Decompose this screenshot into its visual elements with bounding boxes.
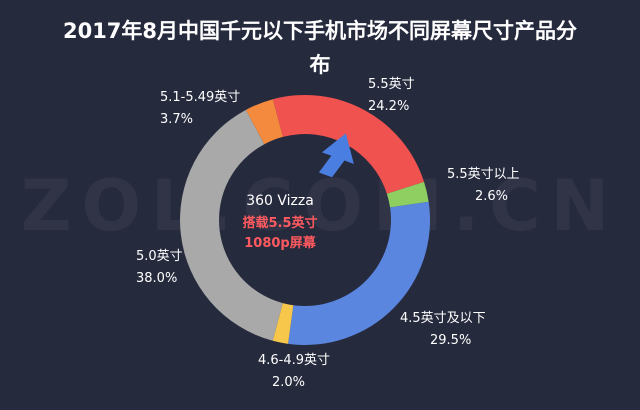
slice-label-4-5-below-name: 4.5英寸及以下 bbox=[400, 311, 486, 326]
slice-label-5-5-plus-name: 5.5英寸以上 bbox=[447, 167, 520, 182]
slice-label-4-6-4-9: 4.6-4.9英寸 2.0% bbox=[258, 350, 330, 394]
slice-label-4-5-below: 4.5英寸及以下 29.5% bbox=[400, 308, 486, 352]
slice-label-5-5-value: 24.2% bbox=[368, 99, 410, 114]
chart-title: 2017年8月中国千元以下手机市场不同屏幕尺寸产品分 布 bbox=[0, 14, 640, 82]
slice-label-4-5-below-value: 29.5% bbox=[430, 333, 472, 348]
donut-slice-1-5-5 bbox=[386, 181, 429, 208]
slice-label-5-5-name: 5.5英寸 bbox=[368, 77, 415, 92]
center-highlight-note: 搭载5.5英寸 1080p屏幕 bbox=[220, 214, 340, 254]
highlight-arrow bbox=[318, 133, 354, 178]
center-model-name: 360 Vizza bbox=[246, 193, 314, 209]
donut-slice-5-5-1-5-49 bbox=[245, 99, 283, 145]
center-note-line-1: 搭载5.5英寸 bbox=[242, 216, 318, 231]
slice-label-4-6-4-9-value: 2.0% bbox=[272, 375, 306, 390]
donut-slice-2-4-5 bbox=[288, 201, 430, 345]
donut-slice-3-4-6-4-9 bbox=[272, 303, 294, 344]
slice-label-5-5-plus-value: 2.6% bbox=[475, 189, 509, 204]
donut-slice-4-5-0 bbox=[180, 109, 283, 341]
slice-label-5-1-5-49-name: 5.1-5.49英寸 bbox=[160, 90, 241, 105]
slice-label-5-0-value: 38.0% bbox=[136, 271, 178, 286]
center-note-line-2: 1080p屏幕 bbox=[244, 236, 316, 251]
slice-label-5-1-5-49-value: 3.7% bbox=[160, 112, 194, 127]
slice-label-4-6-4-9-name: 4.6-4.9英寸 bbox=[258, 353, 331, 368]
slice-label-5-5-plus: 5.5英寸以上 2.6% bbox=[447, 164, 520, 208]
slice-label-5-1-5-49: 5.1-5.49英寸 3.7% bbox=[160, 87, 240, 131]
chart-title-line-1: 2017年8月中国千元以下手机市场不同屏幕尺寸产品分 bbox=[62, 19, 578, 43]
chart-title-line-2: 布 bbox=[309, 53, 331, 77]
slice-label-5-0: 5.0英寸 38.0% bbox=[136, 246, 183, 290]
watermark: ZOL.COM.CN bbox=[20, 165, 620, 247]
slice-label-5-0-name: 5.0英寸 bbox=[136, 249, 183, 264]
slice-label-5-5: 5.5英寸 24.2% bbox=[368, 74, 415, 118]
